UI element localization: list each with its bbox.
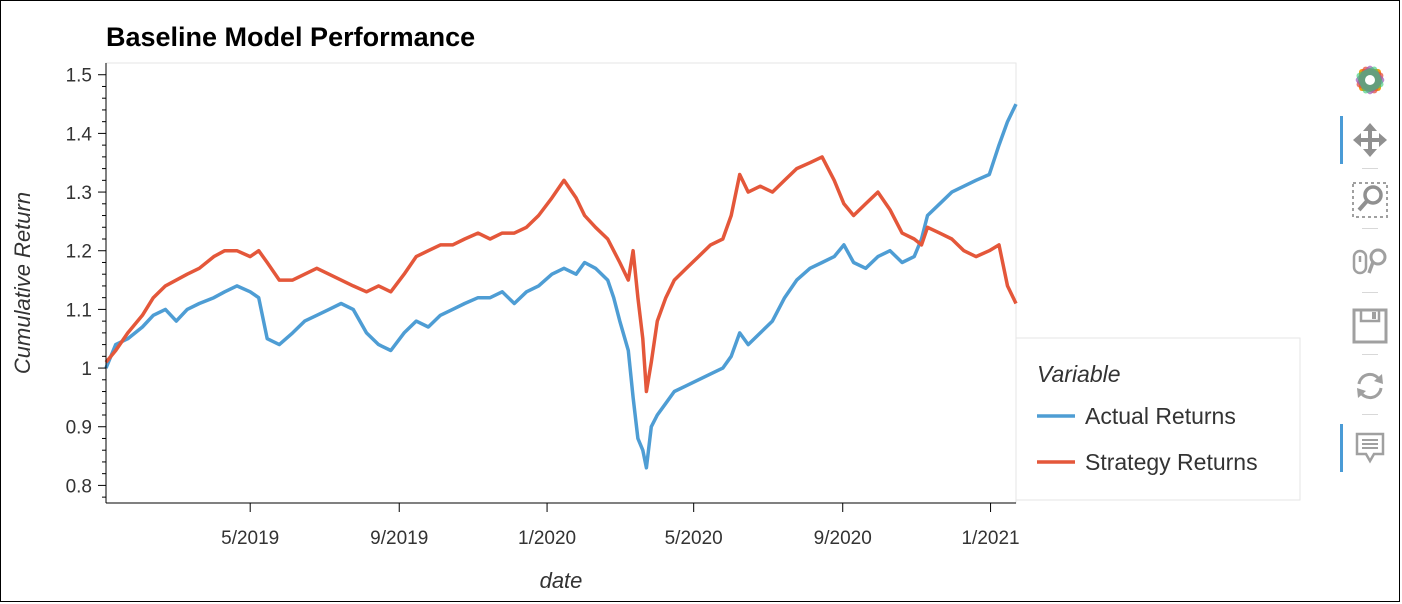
hover-icon bbox=[1355, 432, 1385, 464]
series-layer bbox=[104, 103, 1018, 470]
wheel-zoom-icon bbox=[1352, 248, 1387, 275]
y-tick-label: 1.3 bbox=[66, 183, 92, 204]
reset-tool-button[interactable] bbox=[1348, 364, 1392, 408]
x-axis-label: date bbox=[540, 568, 583, 593]
y-tick-label: 1.2 bbox=[66, 242, 92, 263]
chart-toolbar bbox=[1340, 56, 1398, 486]
x-tick-label: 5/2020 bbox=[665, 528, 723, 549]
hover-tool-button[interactable] bbox=[1340, 424, 1392, 472]
y-axis: 0.8 0.9 1 1.1 1.2 1.3 1.4 1.5 bbox=[66, 66, 106, 498]
legend-label-actual-returns[interactable]: Actual Returns bbox=[1085, 403, 1236, 429]
y-tick-label: 0.9 bbox=[66, 418, 92, 439]
legend-label-strategy-returns[interactable]: Strategy Returns bbox=[1085, 449, 1258, 475]
toolbar-divider bbox=[1362, 292, 1378, 293]
x-axis: 5/2019 9/2019 1/2020 5/2020 9/2020 1/2021 bbox=[221, 503, 1020, 549]
legend: Variable Actual Returns Strategy Returns bbox=[1015, 337, 1301, 501]
legend-title: Variable bbox=[1037, 361, 1121, 387]
toolbar-divider bbox=[1362, 354, 1378, 355]
plot-area[interactable] bbox=[105, 62, 1017, 504]
toolbar-divider bbox=[1362, 414, 1378, 415]
y-tick-label: 0.8 bbox=[66, 476, 92, 497]
reset-icon bbox=[1357, 372, 1383, 400]
chart-title: Baseline Model Performance bbox=[106, 22, 475, 52]
x-tick-label: 9/2020 bbox=[814, 528, 872, 549]
x-tick-label: 1/2021 bbox=[961, 528, 1019, 549]
y-tick-label: 1.1 bbox=[66, 300, 92, 321]
y-axis-label: Cumulative Return bbox=[10, 192, 35, 374]
y-tick-label: 1.4 bbox=[66, 124, 93, 145]
toolbar-divider bbox=[1362, 228, 1378, 229]
x-tick-label: 9/2019 bbox=[370, 528, 428, 549]
save-icon bbox=[1352, 308, 1388, 344]
legend-box bbox=[1015, 337, 1301, 501]
series-line-actual-returns[interactable] bbox=[104, 103, 1018, 470]
box-zoom-tool-button[interactable] bbox=[1348, 178, 1392, 222]
box-zoom-icon bbox=[1352, 182, 1388, 218]
y-tick-label: 1 bbox=[81, 359, 92, 380]
toolbar-divider bbox=[1362, 168, 1378, 169]
y-tick-label: 1.5 bbox=[66, 66, 92, 87]
save-tool-button[interactable] bbox=[1348, 304, 1392, 348]
wheel-zoom-tool-button[interactable] bbox=[1348, 240, 1392, 284]
pan-tool-button[interactable] bbox=[1340, 116, 1392, 164]
x-tick-label: 1/2020 bbox=[518, 528, 576, 549]
x-tick-label: 5/2019 bbox=[221, 528, 279, 549]
series-line-strategy-returns[interactable] bbox=[104, 155, 1018, 394]
bokeh-logo-icon[interactable] bbox=[1348, 58, 1392, 102]
pan-icon bbox=[1353, 123, 1387, 157]
